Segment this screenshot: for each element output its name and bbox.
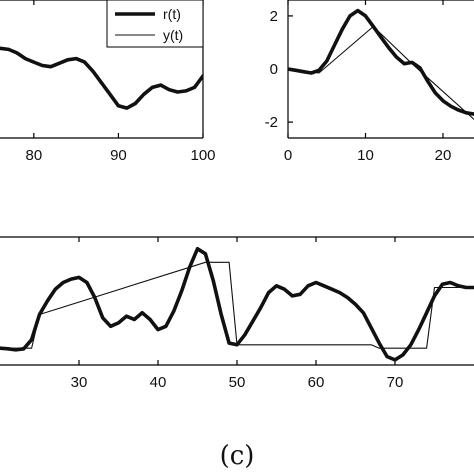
x-tick-label: 0 bbox=[284, 147, 292, 164]
legend-label: y(t) bbox=[163, 27, 183, 43]
x-tick-label: 10 bbox=[357, 147, 374, 164]
y-tick-label: -2 bbox=[265, 114, 278, 131]
series-line-r bbox=[0, 46, 203, 110]
series-line-y bbox=[0, 261, 474, 349]
x-tick-label: 20 bbox=[435, 147, 452, 164]
x-tick-label: 40 bbox=[150, 374, 167, 391]
legend-label: r(t) bbox=[163, 6, 181, 22]
x-tick-label: 80 bbox=[25, 147, 42, 164]
panel-c: 30 40 50 60 70 (c) bbox=[0, 236, 474, 471]
panel-b: 0 10 20 -2 0 2 bbox=[265, 0, 474, 164]
y-tick-label: 2 bbox=[270, 8, 278, 25]
x-tick-label: 30 bbox=[71, 374, 88, 391]
x-tick-label: 90 bbox=[110, 147, 127, 164]
x-tick-label: 70 bbox=[387, 374, 404, 391]
panel-label: (c) bbox=[220, 441, 255, 471]
legend-box bbox=[106, 0, 204, 48]
x-tick-label: 60 bbox=[308, 374, 325, 391]
x-tick-label: 50 bbox=[229, 374, 246, 391]
panel-a: 80 90 100 r(t) y(t) bbox=[0, 0, 216, 164]
y-tick-label: 0 bbox=[270, 61, 278, 78]
series-line-y bbox=[288, 25, 474, 120]
series-line-r bbox=[288, 8, 474, 116]
x-tick-label: 100 bbox=[190, 147, 215, 164]
